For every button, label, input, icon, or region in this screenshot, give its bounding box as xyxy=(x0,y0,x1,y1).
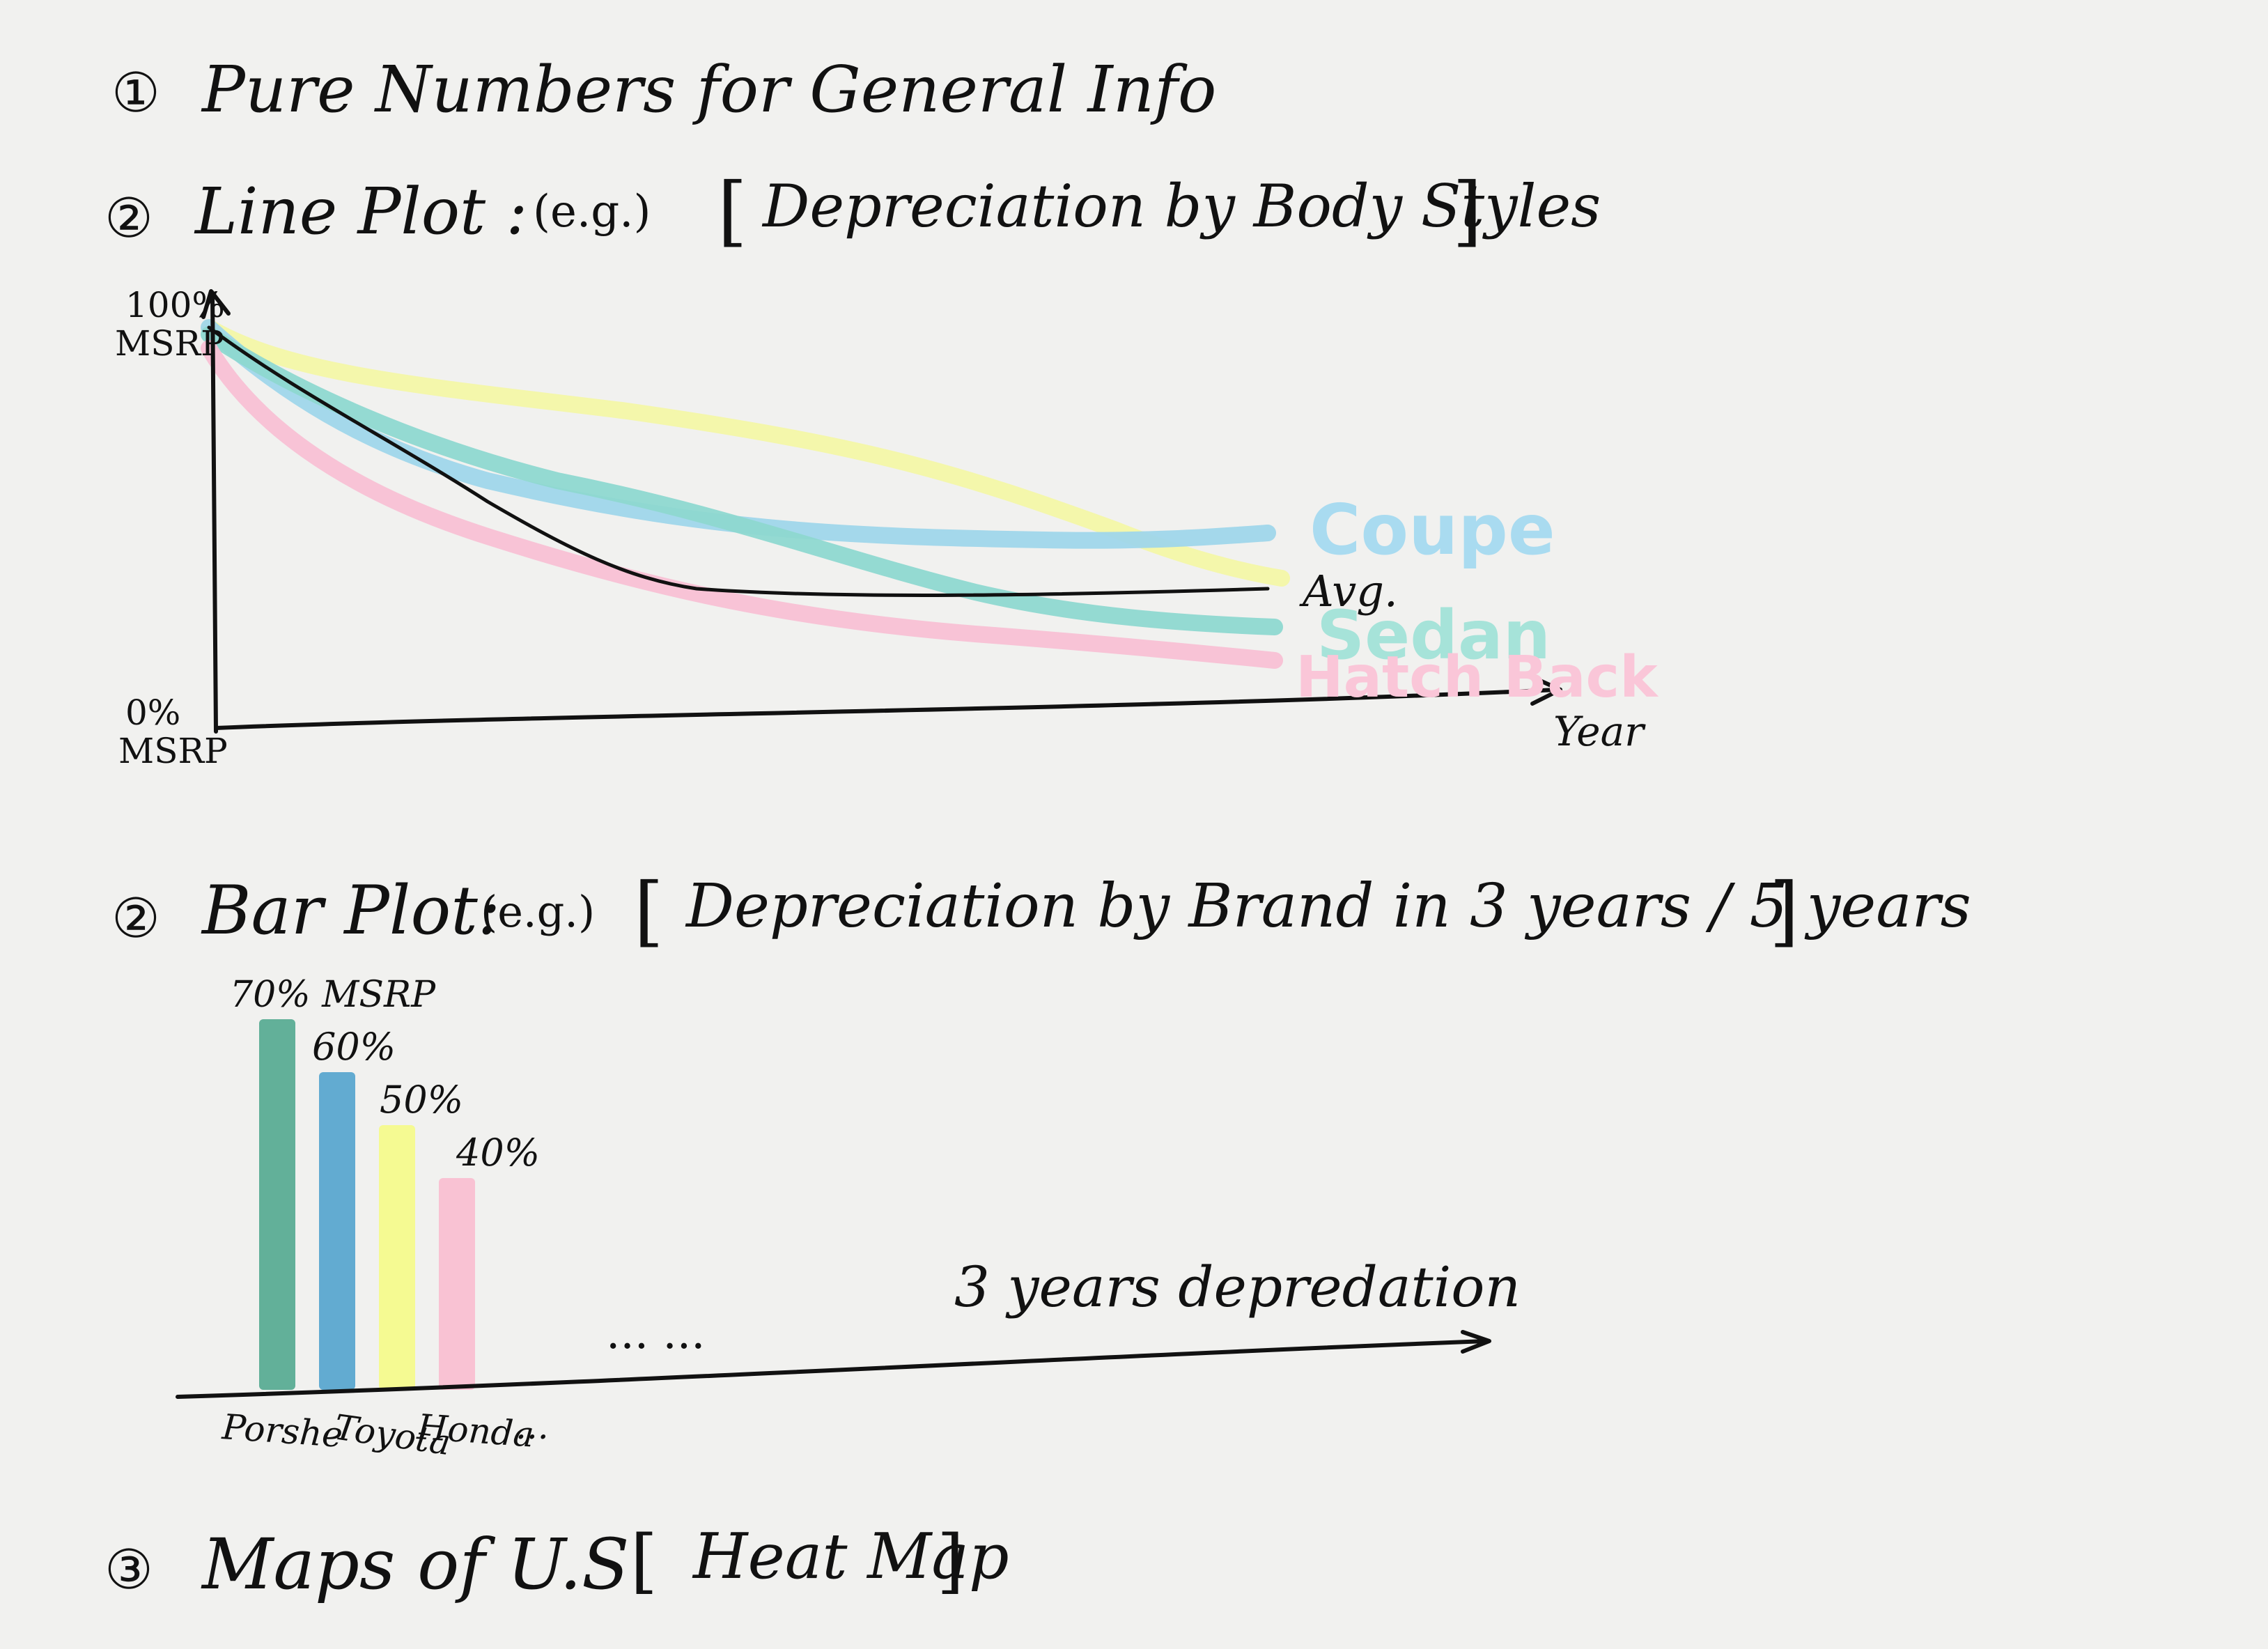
series-label-avg: Avg. xyxy=(1299,566,1398,617)
h3-eg: (e.g.) xyxy=(481,886,595,937)
y-top-value: 100% xyxy=(125,285,225,325)
h1-marker: ① xyxy=(111,62,160,125)
h2-text: Line Plot : xyxy=(194,174,527,249)
bar-value-label-2: 60% xyxy=(312,1025,396,1069)
bar-1 xyxy=(259,1019,295,1390)
bar-category-label-1: Porshe xyxy=(220,1407,344,1455)
bar-value-label-3: 50% xyxy=(380,1078,463,1122)
bar-value-label-4: 40% xyxy=(456,1131,540,1175)
h2-bracket-open: [ xyxy=(717,166,747,255)
h1-text: Pure Numbers for General Info xyxy=(201,52,1216,127)
h2-topic: Depreciation by Body Styles xyxy=(761,172,1601,240)
h4-bracket-close: ] xyxy=(937,1520,964,1602)
series-line-yellow xyxy=(201,319,1290,587)
bar-3 xyxy=(379,1125,415,1390)
y-top-unit: MSRP xyxy=(115,323,224,364)
h4-bracket-open: [ xyxy=(630,1520,658,1602)
h3-text: Bar Plot: xyxy=(201,872,500,950)
y-axis xyxy=(210,291,218,734)
bar-4 xyxy=(439,1178,475,1390)
bar-category-label-3: Honda xyxy=(415,1407,535,1455)
series-label-coupe: Coupe xyxy=(1310,489,1555,571)
h4-topic: Heat Map xyxy=(692,1520,1009,1593)
bar-2 xyxy=(319,1072,355,1390)
h3-topic: Depreciation by Brand in 3 years / 5 yea… xyxy=(685,872,1971,941)
h3-bracket-close: ] xyxy=(1769,866,1799,955)
x-axis-arrow xyxy=(1530,675,1562,706)
bar-annotation: 3 years depredation xyxy=(954,1255,1521,1319)
x-axis-label: Year xyxy=(1553,708,1646,755)
y-bottom-unit: MSRP xyxy=(118,731,228,771)
y-bottom-value: 0% xyxy=(125,692,180,733)
h3-bracket-open: [ xyxy=(634,866,664,955)
series-line-hatchback xyxy=(201,340,1283,669)
bar-baseline-arrow xyxy=(1461,1330,1491,1354)
series-label-sedan: Sedan xyxy=(1316,596,1551,674)
bar-baseline xyxy=(176,1339,1489,1399)
bars-layer: 70% MSRPPorshe60%Toyota50%Honda40%... xyxy=(220,974,549,1463)
series-line-sedan xyxy=(201,326,1283,635)
h2-bracket-close: ] xyxy=(1452,166,1482,255)
series-label-hatchback: Hatch Back xyxy=(1296,644,1659,711)
line-plot: 100% MSRP 0% MSRP Year Coupe Avg. Sedan … xyxy=(115,285,1659,771)
h2-eg: (e.g.) xyxy=(533,186,651,238)
y-axis-arrow xyxy=(201,289,231,319)
bar-continuation: ... ... xyxy=(606,1308,705,1359)
h4-text: Maps of U.S xyxy=(201,1524,630,1605)
bar-category-label-4: ... xyxy=(515,1407,549,1447)
h2-marker: ② xyxy=(104,187,153,250)
h3-marker: ② xyxy=(111,888,160,950)
bar-value-label-1: 70% MSRP xyxy=(230,974,436,1016)
h4-marker: ③ xyxy=(104,1539,153,1602)
x-axis xyxy=(214,688,1559,730)
series-line-avg xyxy=(207,325,1270,597)
